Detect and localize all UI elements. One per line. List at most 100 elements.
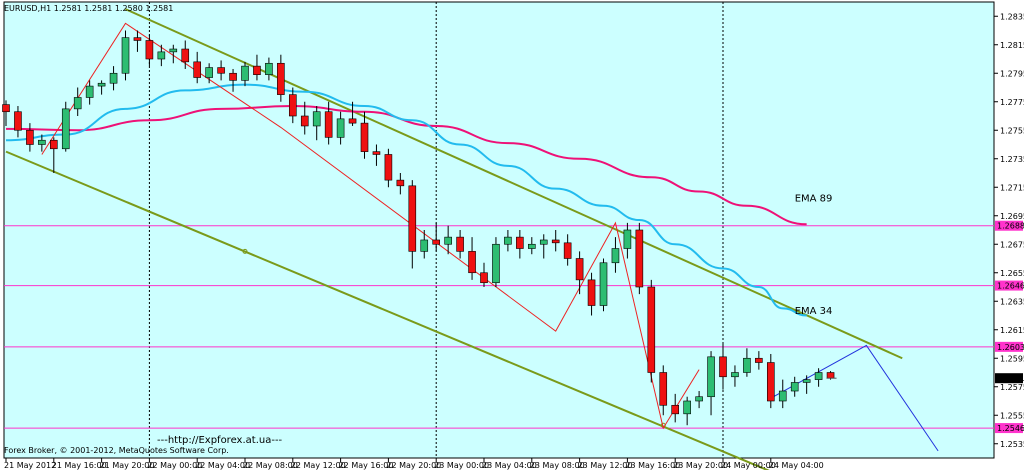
chart-header: EURUSD,H1 1.2581 1.2581 1.2580 1.2581 — [4, 4, 173, 13]
candle — [133, 30, 142, 52]
candle — [647, 279, 656, 383]
y-tick-label: 1.2595 — [1000, 354, 1024, 363]
candle-body-bear — [14, 111, 22, 131]
candle — [288, 87, 297, 124]
x-tick-label: 23 May 12:00 — [578, 461, 633, 470]
y-tick-label: 1.2835 — [1000, 12, 1024, 21]
y-tick-label: 1.2535 — [1000, 440, 1024, 449]
candle — [695, 391, 703, 409]
zigzag-line — [41, 22, 700, 430]
candle-body-bear — [348, 118, 357, 124]
candle-body-bear — [408, 185, 417, 252]
x-tick-label: 22 May 12:00 — [291, 461, 346, 470]
candle-body-bear — [635, 229, 644, 288]
candle — [360, 111, 369, 159]
candle-body-bull — [336, 118, 345, 138]
expforex-link[interactable]: ---http://Expforex.at.ua--- — [157, 435, 283, 446]
candle-body-bear — [468, 251, 476, 274]
level-price-tag-label: 1.2546 — [997, 424, 1024, 433]
candle-body-bear — [26, 129, 34, 145]
candle — [97, 80, 106, 95]
candle-body-bear — [277, 62, 285, 95]
channel-lower-line — [5, 150, 770, 470]
y-tick-label: 1.2715 — [1000, 183, 1024, 192]
candle — [73, 87, 82, 116]
broker-copyright: Forex Broker, © 2001-2012, MetaQuotes So… — [4, 446, 229, 455]
x-tick-label: 23 May 20:00 — [673, 461, 728, 470]
candle-body-bull — [169, 48, 178, 53]
x-tick-label: 22 May 00:00 — [147, 461, 202, 470]
x-tick-label: 22 May 08:00 — [243, 461, 298, 470]
candle — [516, 230, 524, 259]
candle — [444, 225, 452, 255]
candle-body-bear — [575, 258, 584, 281]
plot-area — [3, 1, 995, 459]
candle — [683, 396, 691, 426]
candle-body-bear — [432, 239, 441, 245]
level-price-tag-label: 1.2603 — [997, 343, 1024, 352]
candle — [790, 376, 799, 397]
candle-body-bear — [300, 115, 309, 127]
y-tick-label: 1.2735 — [1000, 155, 1024, 164]
candle — [432, 222, 441, 252]
candle — [755, 351, 763, 370]
candle-body-bear — [480, 272, 488, 284]
x-tick-label: 21 May 16:00 — [52, 461, 107, 470]
candle-body-bull — [611, 248, 620, 264]
candle-body-bull — [109, 72, 118, 84]
candle — [229, 68, 237, 92]
x-tick-label: 23 May 04:00 — [482, 461, 537, 470]
candle-body-bear — [288, 94, 297, 117]
candle-body-bear — [826, 372, 835, 379]
candle — [336, 111, 345, 145]
level-price-tag-label: 1.2688 — [997, 222, 1024, 231]
candle-body-bull — [97, 82, 106, 87]
candle — [38, 134, 46, 152]
candle-body-bear — [145, 40, 154, 60]
level-price-tag-box — [995, 341, 1023, 352]
candle — [468, 237, 476, 280]
candle-body-bull — [61, 108, 70, 150]
candle-body-bull — [695, 396, 703, 402]
candle — [575, 251, 584, 295]
candle-body-bear — [659, 372, 668, 406]
y-tick-label: 1.2615 — [1000, 326, 1024, 335]
candle — [61, 101, 70, 152]
level-price-tag-box — [995, 220, 1023, 231]
candle — [492, 237, 500, 287]
candle — [778, 379, 787, 409]
candle — [241, 61, 249, 87]
candle-body-bear — [133, 37, 142, 41]
candle — [384, 148, 393, 188]
candle-body-bear — [551, 239, 560, 244]
candle-body-bear — [719, 356, 727, 378]
candle-body-bull — [312, 111, 321, 127]
y-tick-label: 1.2815 — [1000, 41, 1024, 50]
candle — [635, 222, 644, 295]
ema-89-line — [5, 105, 807, 226]
candle-body-bull — [623, 229, 632, 249]
candle-body-bull — [85, 85, 94, 98]
candle-body-bull — [265, 62, 273, 75]
x-tick-label: 21 May 2012 — [4, 461, 56, 470]
candle — [527, 237, 536, 255]
candle — [480, 262, 488, 287]
candle-body-bear — [372, 151, 381, 155]
candle-body-bull — [241, 65, 249, 81]
candle-body-bear — [516, 236, 524, 249]
candle-body-bull — [121, 37, 130, 74]
x-tick-label: 24 May 04:00 — [769, 461, 824, 470]
candle-body-bull — [205, 67, 213, 78]
candle — [743, 348, 751, 377]
current-price-tag-box — [995, 373, 1023, 384]
y-tick-label: 1.2675 — [1000, 240, 1024, 249]
candle — [539, 234, 548, 259]
candle — [121, 30, 130, 81]
x-tick-label: 22 May 16:00 — [339, 461, 394, 470]
candle — [456, 230, 464, 259]
x-tick-label: 23 May 00:00 — [434, 461, 489, 470]
y-tick-label: 1.2575 — [1000, 383, 1024, 392]
y-tick-label: 1.2695 — [1000, 212, 1024, 221]
candle-body-bear — [766, 362, 775, 402]
candle — [324, 101, 333, 145]
